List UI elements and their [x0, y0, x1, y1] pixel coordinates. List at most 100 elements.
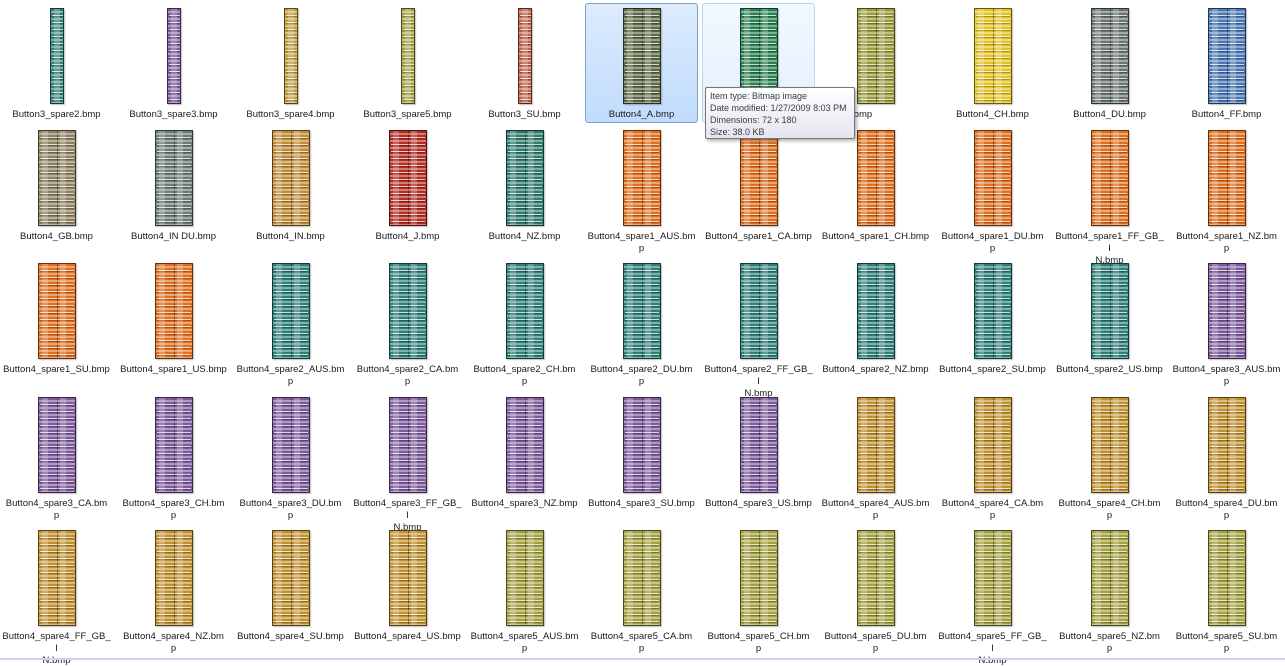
file-item[interactable]: Button4_spare3_AUS.bm p — [1170, 258, 1283, 388]
file-item[interactable]: Button4_spare1_SU.bmp — [0, 258, 113, 388]
file-name-label: Button4_FF.bmp — [1191, 109, 1262, 120]
bitmap-thumbnail-icon — [740, 130, 778, 226]
file-item[interactable]: Button3_SU.bmp — [468, 3, 581, 123]
file-item[interactable]: Button4_IN.bmp — [234, 125, 347, 255]
file-item[interactable]: Button4_A.bmp — [585, 3, 698, 123]
file-name-label: Button4_spare4_AUS.bm p — [821, 498, 930, 521]
file-item[interactable]: Button4_spare1_DU.bm p — [936, 125, 1049, 255]
file-item[interactable]: Button4_spare1_AUS.bm p — [585, 125, 698, 255]
file-item[interactable]: Button4_spare3_FF_GB_I N.bmp — [351, 392, 464, 533]
bitmap-thumbnail-icon — [974, 8, 1012, 104]
file-item[interactable]: Button4_DU.bmp — [1053, 3, 1166, 123]
file-item[interactable]: Button4_spare2_SU.bmp — [936, 258, 1049, 388]
file-item[interactable]: Button4_spare2_CH.bm p — [468, 258, 581, 388]
bitmap-thumbnail-icon — [401, 8, 415, 104]
bitmap-thumbnail-icon — [389, 130, 427, 226]
bitmap-thumbnail-icon — [506, 263, 544, 359]
file-item[interactable]: Button4_FF.bmp — [1170, 3, 1283, 123]
bottom-edge — [0, 658, 1285, 660]
file-item[interactable]: Button4_spare2_NZ.bmp — [819, 258, 932, 388]
file-item[interactable]: Button4_spare5_NZ.bm p — [1053, 525, 1166, 655]
file-item[interactable]: Button4_spare2_FF_GB_I N.bmp — [702, 258, 815, 399]
file-name-label: Button4_spare2_AUS.bm p — [236, 364, 345, 387]
bitmap-thumbnail-icon — [974, 397, 1012, 493]
file-item[interactable]: Button4_J.bmp — [351, 125, 464, 255]
file-item[interactable]: Button4_spare1_FF_GB_I N.bmp — [1053, 125, 1166, 266]
file-item[interactable]: Button4_GB.bmp — [0, 125, 113, 255]
file-item[interactable]: Button4_spare4_NZ.bm p — [117, 525, 230, 655]
file-item[interactable]: Button4_spare1_CA.bmp — [702, 125, 815, 255]
file-item[interactable]: Button3_spare2.bmp — [0, 3, 113, 123]
bitmap-thumbnail-icon — [167, 8, 181, 104]
file-item[interactable]: Button4_spare2_DU.bm p — [585, 258, 698, 388]
file-item[interactable]: Button4_spare2_AUS.bm p — [234, 258, 347, 388]
file-name-label: Button4_spare1_NZ.bm p — [1176, 231, 1277, 254]
bitmap-thumbnail-icon — [740, 263, 778, 359]
bitmap-thumbnail-icon — [857, 397, 895, 493]
file-item[interactable]: Button4_spare4_AUS.bm p — [819, 392, 932, 522]
bitmap-thumbnail-icon — [1208, 130, 1246, 226]
file-name-label: Button4_spare4_DU.bm p — [1175, 498, 1278, 521]
bitmap-thumbnail-icon — [506, 130, 544, 226]
file-name-label: Button3_spare2.bmp — [12, 109, 101, 120]
file-item[interactable]: Button4_spare3_US.bmp — [702, 392, 815, 522]
file-name-label: Button4_spare4_CA.bm p — [941, 498, 1044, 521]
file-item[interactable]: Button4_spare5_FF_GB_I N.bmp — [936, 525, 1049, 666]
bitmap-thumbnail-icon — [284, 8, 298, 104]
file-item[interactable]: Button4_spare4_SU.bmp — [234, 525, 347, 655]
file-item[interactable]: Button3_spare3.bmp — [117, 3, 230, 123]
file-item[interactable]: Button4_spare4_CH.bm p — [1053, 392, 1166, 522]
file-item[interactable]: Button4_spare3_DU.bm p — [234, 392, 347, 522]
file-item[interactable]: Button4_CH.bmp — [936, 3, 1049, 123]
bitmap-thumbnail-icon — [1091, 8, 1129, 104]
file-name-label: Button4_spare5_FF_GB_I N.bmp — [938, 631, 1047, 666]
file-name-label: Button4_spare5_SU.bm p — [1175, 631, 1278, 654]
file-item[interactable]: Button4_spare2_US.bmp — [1053, 258, 1166, 388]
file-name-label: Button4_spare4_US.bmp — [354, 631, 461, 642]
bitmap-thumbnail-icon — [518, 8, 532, 104]
file-name-label: Button4_spare1_AUS.bm p — [587, 231, 696, 254]
file-item[interactable]: Button3_spare4.bmp — [234, 3, 347, 123]
file-item[interactable]: Button4_spare1_CH.bmp — [819, 125, 932, 255]
file-item[interactable]: Button4_spare4_FF_GB_I N.bmp — [0, 525, 113, 666]
file-item[interactable]: Button4_spare5_CA.bm p — [585, 525, 698, 655]
file-item[interactable]: Button4_spare4_CA.bm p — [936, 392, 1049, 522]
file-item[interactable]: Button4_spare4_DU.bm p — [1170, 392, 1283, 522]
bitmap-thumbnail-icon — [38, 397, 76, 493]
bitmap-thumbnail-icon — [974, 263, 1012, 359]
bitmap-thumbnail-icon — [1091, 530, 1129, 626]
file-item[interactable]: Button4_spare2_CA.bm p — [351, 258, 464, 388]
bitmap-thumbnail-icon — [623, 263, 661, 359]
file-item[interactable]: Button4_spare4_US.bmp — [351, 525, 464, 655]
file-item[interactable]: Button4_spare5_CH.bm p — [702, 525, 815, 655]
file-name-label: Button3_SU.bmp — [488, 109, 561, 120]
bitmap-thumbnail-icon — [740, 397, 778, 493]
file-item[interactable]: Button4_spare3_SU.bmp — [585, 392, 698, 522]
file-name-label: Button4_spare2_FF_GB_I N.bmp — [704, 364, 813, 399]
bitmap-thumbnail-icon — [857, 263, 895, 359]
file-name-label: Button3_spare5.bmp — [363, 109, 452, 120]
file-item[interactable]: Button4_spare5_DU.bm p — [819, 525, 932, 655]
file-item[interactable]: Button3_spare5.bmp — [351, 3, 464, 123]
file-item[interactable]: Button4_spare5_SU.bm p — [1170, 525, 1283, 655]
file-item[interactable]: Button4_spare5_AUS.bm p — [468, 525, 581, 655]
bitmap-thumbnail-icon — [1091, 397, 1129, 493]
file-item[interactable]: Button4_spare3_CA.bm p — [0, 392, 113, 522]
file-name-label: Button4_spare1_DU.bm p — [941, 231, 1044, 254]
file-name-label: Button4_spare3_SU.bmp — [588, 498, 695, 509]
file-item[interactable]: Button4_spare3_CH.bm p — [117, 392, 230, 522]
file-item[interactable]: Button4_IN DU.bmp — [117, 125, 230, 255]
bitmap-thumbnail-icon — [623, 8, 661, 104]
file-item[interactable]: Button4_spare3_NZ.bmp — [468, 392, 581, 522]
file-name-label: Button4_spare5_NZ.bm p — [1059, 631, 1160, 654]
file-item[interactable]: Button4_NZ.bmp — [468, 125, 581, 255]
tooltip-date-modified: Date modified: 1/27/2009 8:03 PM — [710, 103, 847, 113]
file-name-label: Button4_GB.bmp — [20, 231, 93, 242]
file-item[interactable]: Button4_spare1_NZ.bm p — [1170, 125, 1283, 255]
file-name-label: Button4_spare4_CH.bm p — [1058, 498, 1161, 521]
file-item[interactable]: Button4_spare1_US.bmp — [117, 258, 230, 388]
file-name-label: Button4_spare1_FF_GB_I N.bmp — [1055, 231, 1164, 266]
bitmap-thumbnail-icon — [272, 530, 310, 626]
file-name-label: Button4_CH.bmp — [956, 109, 1029, 120]
